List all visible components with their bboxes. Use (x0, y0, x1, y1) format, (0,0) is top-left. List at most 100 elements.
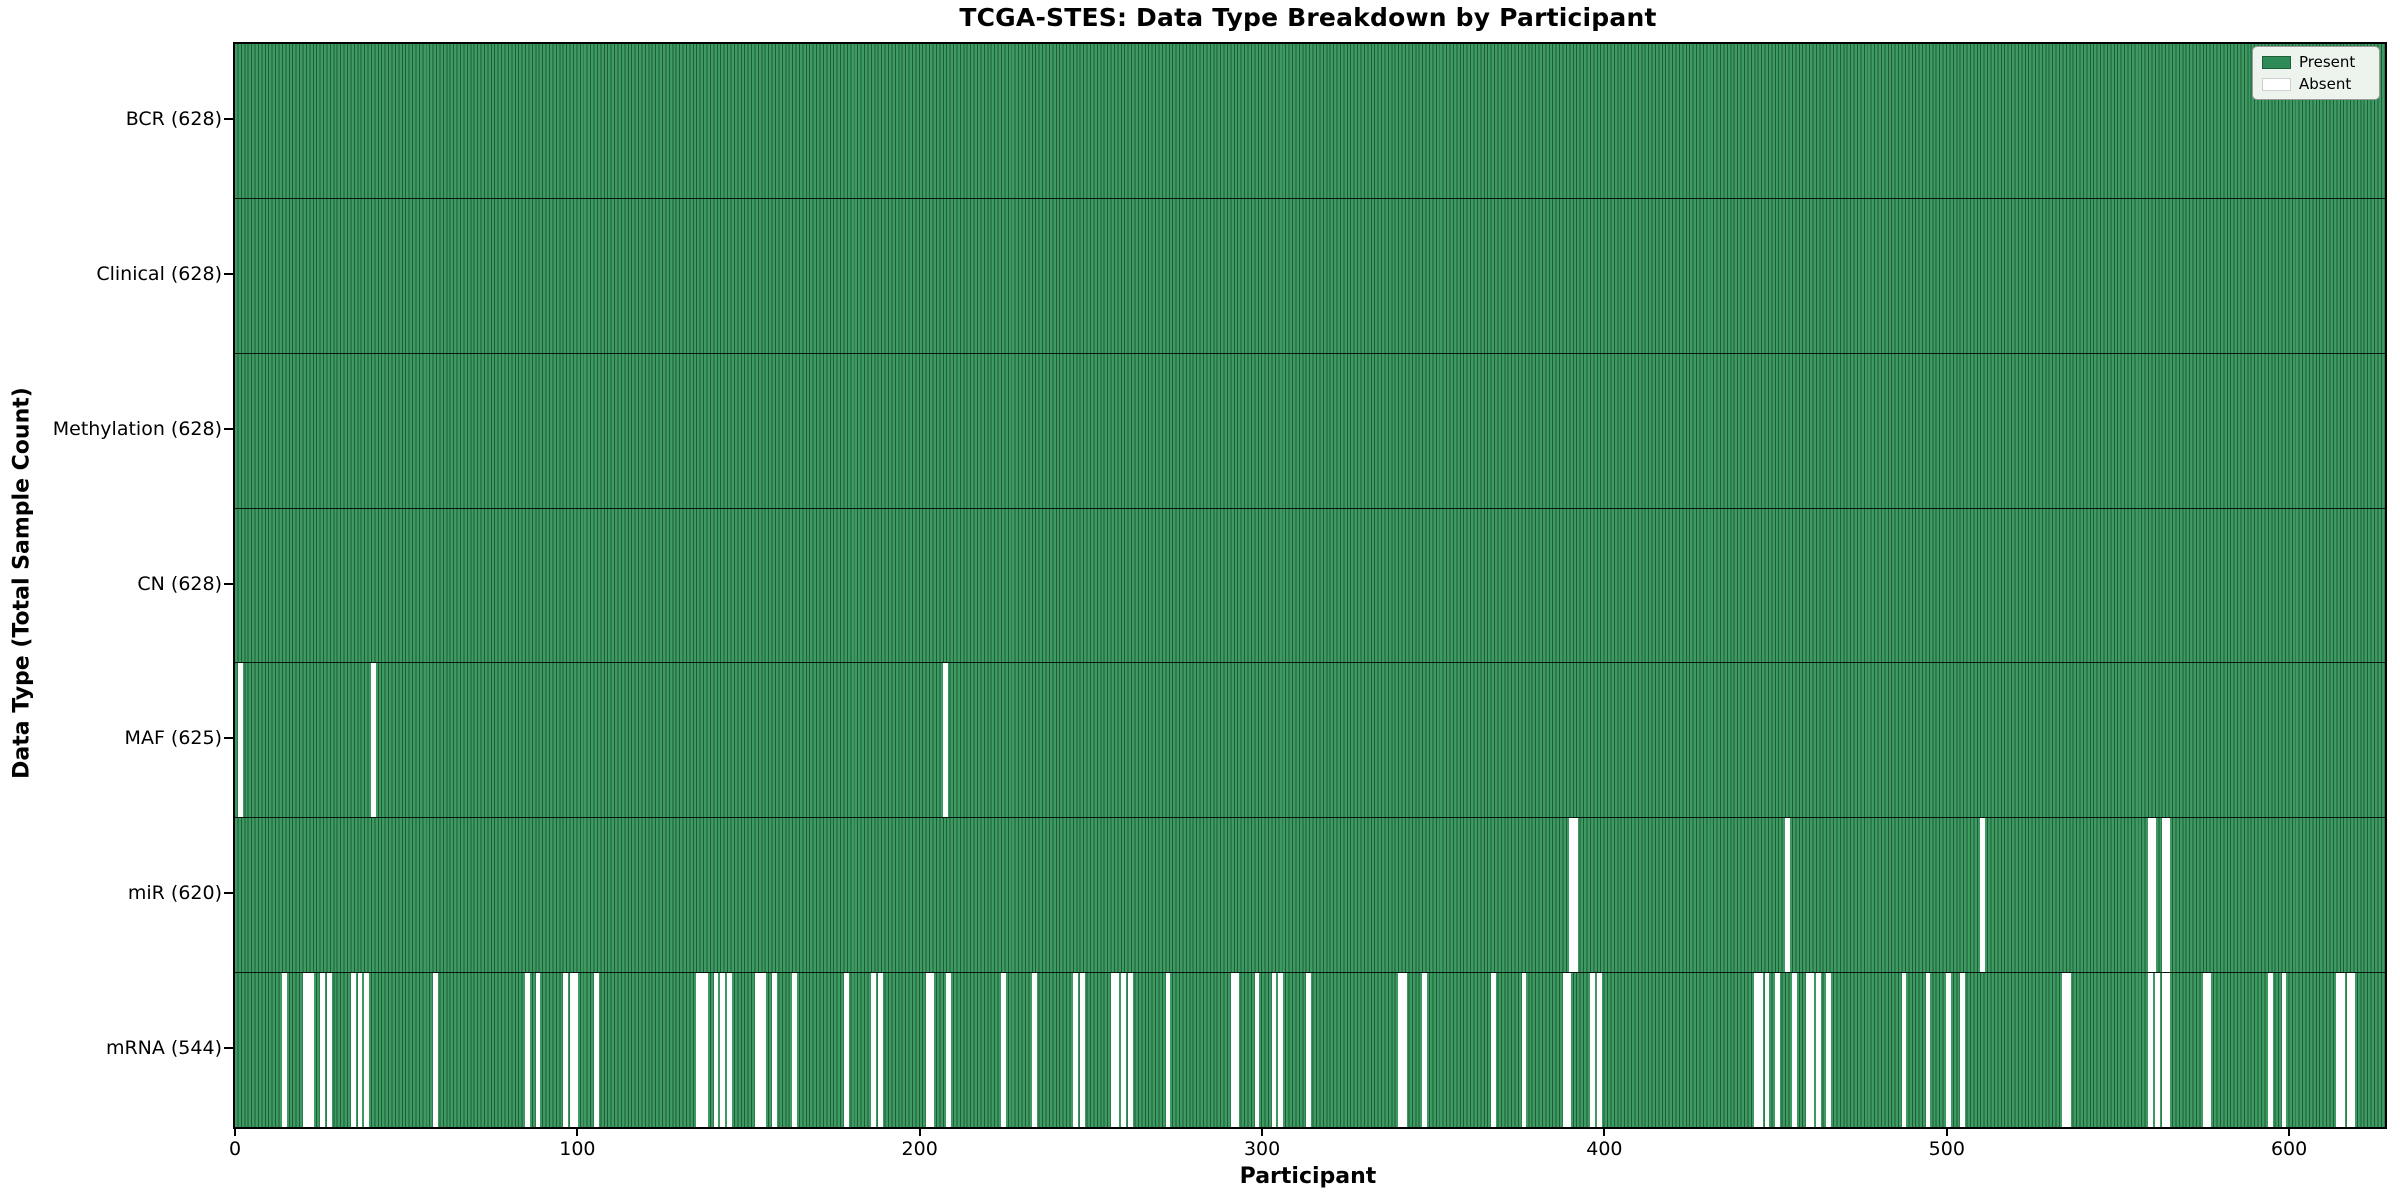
absent-gap (326, 973, 332, 1128)
absent-gap (1521, 973, 1527, 1128)
absent-gap (758, 973, 763, 1128)
absent-gap (364, 973, 370, 1128)
absent-gap (771, 973, 777, 1128)
row-maf (235, 663, 2385, 819)
ytick-label-mrna: mRNA (544) (105, 1036, 222, 1059)
absent-gap (573, 973, 579, 1128)
legend: Present Absent (2252, 46, 2380, 100)
absent-gap (1774, 973, 1780, 1128)
chart-title: TCGA-STES: Data Type Breakdown by Partic… (959, 3, 1657, 32)
absent-gap (1590, 973, 1595, 1128)
absent-gap (1792, 973, 1797, 1128)
absent-gap (1233, 973, 1239, 1128)
absent-gap (1305, 973, 1311, 1128)
absent-gap (319, 973, 325, 1128)
absent-gap (1757, 973, 1763, 1128)
absent-gap (727, 973, 733, 1128)
absent-gap (1980, 818, 1986, 973)
absent-gap (525, 973, 531, 1128)
absent-gap (1422, 973, 1428, 1128)
xtick-mark (1603, 1127, 1606, 1136)
absent-gap (2206, 973, 2212, 1128)
absent-gap (2267, 973, 2273, 1128)
row-clinical (235, 198, 2385, 354)
absent-gap (1815, 973, 1821, 1128)
absent-gap (754, 973, 760, 1128)
absent-gap (1826, 973, 1832, 1128)
absent-gap (2154, 973, 2160, 1128)
absent-gap (2161, 818, 2167, 973)
absent-gap (1785, 818, 1790, 973)
absent-gap (1398, 973, 1404, 1128)
row-mrna (235, 973, 2385, 1128)
x-axis-label: Participant (1239, 1164, 1377, 1189)
absent-gap (2336, 973, 2342, 1128)
ytick-label-mir: miR (620) (127, 881, 222, 904)
xtick-label-0: 0 (228, 1138, 242, 1160)
xtick-mark (1261, 1127, 1264, 1136)
absent-gap (1031, 973, 1037, 1128)
absent-gap (593, 973, 599, 1128)
absent-gap (357, 973, 363, 1128)
absent-gap (713, 973, 719, 1128)
absent-gap (1001, 973, 1006, 1128)
ytick-mark (224, 582, 233, 585)
absent-gap (2151, 818, 2157, 973)
absent-gap (1754, 973, 1760, 1128)
absent-gap (2148, 973, 2153, 1128)
row-mir (235, 818, 2385, 974)
absent-gap (699, 973, 705, 1128)
row-methylation (235, 353, 2385, 509)
absent-gap (371, 663, 377, 818)
absent-gap (562, 973, 568, 1128)
absent-gap (309, 973, 315, 1128)
absent-gap (1572, 818, 1578, 973)
ytick-label-cn: CN (628) (137, 572, 222, 595)
ytick-mark (224, 427, 233, 430)
xtick-mark (2288, 1127, 2291, 1136)
absent-gap (282, 973, 288, 1128)
absent-gap (535, 973, 541, 1128)
absent-gap (1805, 973, 1811, 1128)
xtick-label-600: 600 (2270, 1138, 2308, 1160)
absent-gap (2065, 973, 2071, 1128)
absent-gap (761, 973, 767, 1128)
xtick-mark (576, 1127, 579, 1136)
ytick-mark (224, 1046, 233, 1049)
legend-item-absent: Absent (2262, 76, 2370, 92)
absent-gap (1764, 973, 1770, 1128)
absent-gap (2165, 818, 2170, 973)
absent-gap (877, 973, 883, 1128)
xtick-mark (234, 1127, 236, 1136)
row-bcr (235, 44, 2385, 199)
absent-gap (1959, 973, 1965, 1128)
absent-gap (696, 973, 702, 1128)
ytick-label-clinical: Clinical (628) (96, 263, 222, 286)
absent-gap (1562, 973, 1568, 1128)
legend-absent-label: Absent (2299, 75, 2352, 93)
xtick-label-500: 500 (1928, 1138, 1965, 1160)
absent-gap (792, 973, 798, 1128)
absent-gap (1073, 973, 1078, 1128)
xtick-label-200: 200 (901, 1138, 938, 1160)
absent-gap (2161, 973, 2167, 1128)
xtick-label-300: 300 (1243, 1138, 1281, 1160)
absent-gap (1165, 973, 1171, 1128)
absent-gap (942, 663, 948, 818)
ytick-mark (224, 891, 233, 894)
absent-gap (946, 973, 952, 1128)
absent-gap (1569, 818, 1575, 973)
ytick-label-maf: MAF (625) (124, 727, 222, 750)
absent-gap (1278, 973, 1284, 1128)
plot-area (233, 42, 2387, 1129)
ytick-label-bcr: BCR (628) (125, 108, 222, 131)
absent-gap (1254, 973, 1260, 1128)
ytick-mark (224, 273, 233, 276)
absent-gap (302, 973, 308, 1128)
absent-gap (1401, 973, 1407, 1128)
absent-gap (1230, 973, 1236, 1128)
absent-gap (1114, 973, 1119, 1128)
absent-gap (1596, 973, 1602, 1128)
xtick-mark (1945, 1127, 1948, 1136)
absent-gap (2148, 818, 2153, 973)
